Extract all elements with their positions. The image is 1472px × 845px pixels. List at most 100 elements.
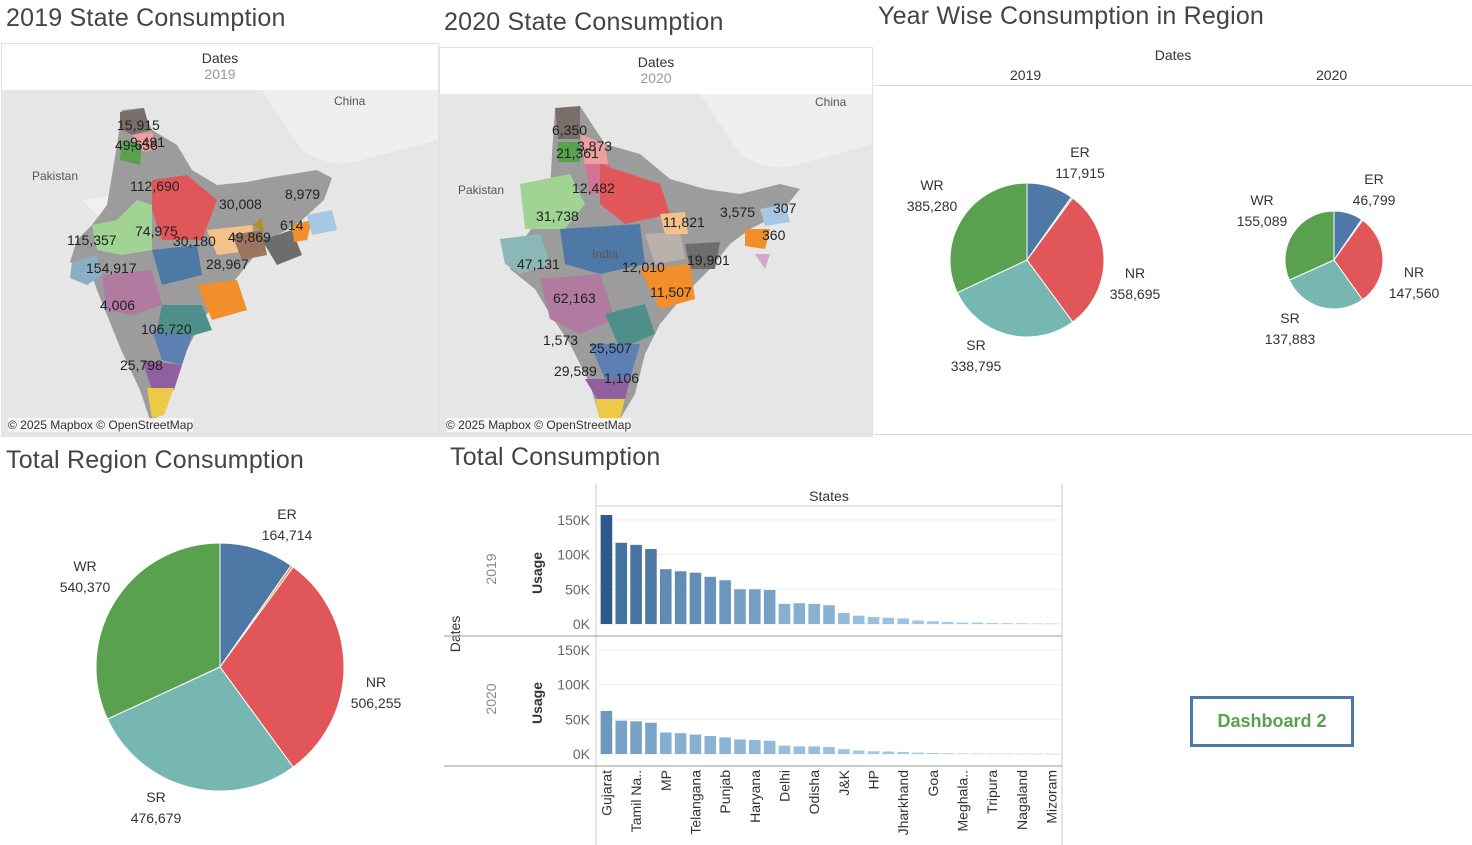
bar[interactable] [793, 746, 806, 754]
yearwise-pies[interactable]: ER 117,915 NR 358,695 SR 338,795 WR 385,280 ER 46… [874, 90, 1472, 435]
bar[interactable] [763, 740, 776, 754]
pie-label-value: 358,695 [1110, 286, 1161, 302]
map-value-label: 28,967 [206, 256, 249, 272]
map-value-label: 3,873 [577, 138, 613, 154]
pie-label-name: WR [1250, 192, 1273, 208]
bar[interactable] [852, 615, 865, 624]
pie-label-name: SR [966, 337, 985, 353]
y-axis-title: Usage [529, 682, 545, 724]
bar[interactable] [600, 515, 613, 624]
map-value-label: 1,573 [543, 332, 579, 348]
bar[interactable] [808, 746, 820, 754]
bar[interactable] [674, 571, 687, 624]
bar[interactable] [778, 745, 791, 754]
bar[interactable] [615, 720, 628, 754]
bar[interactable] [927, 752, 939, 754]
pie-slice-wr[interactable] [95, 542, 221, 720]
bar[interactable] [1001, 623, 1013, 624]
bar[interactable] [778, 603, 791, 624]
bar[interactable] [704, 735, 717, 754]
pie-slice-wr[interactable] [1284, 210, 1335, 281]
pie-slice-nr[interactable] [219, 566, 345, 768]
bar[interactable] [882, 617, 895, 624]
bar[interactable] [645, 549, 657, 624]
bar[interactable] [852, 750, 865, 754]
bar[interactable] [1016, 753, 1028, 755]
bar[interactable] [971, 622, 984, 624]
india-label: India [592, 247, 619, 261]
bar[interactable] [823, 747, 835, 754]
bar[interactable] [956, 622, 969, 624]
bar[interactable] [1016, 623, 1028, 624]
bar[interactable] [1030, 753, 1043, 755]
bar[interactable] [630, 721, 642, 754]
bar[interactable] [689, 734, 702, 754]
map-attribution[interactable]: © 2025 Mapbox © OpenStreetMap [8, 418, 194, 432]
bar[interactable] [838, 749, 850, 754]
map-value-label: 12,482 [572, 180, 615, 196]
x-tick-label: Gujarat [598, 770, 614, 816]
bar[interactable] [749, 740, 761, 754]
bar[interactable] [749, 589, 761, 624]
bar[interactable] [734, 739, 746, 754]
map-value-label: 12,010 [622, 259, 665, 275]
bar[interactable] [600, 710, 613, 754]
map-2019-panel[interactable]: Dates 2019 China Pakistan 15,915 9,491 4… [1, 43, 439, 437]
bar[interactable] [808, 603, 820, 624]
bar[interactable] [927, 621, 939, 624]
bar[interactable] [912, 620, 924, 624]
bar[interactable] [867, 617, 880, 624]
total-region-pie[interactable]: ER 164,714 NR 506,255 SR 476,679 WR 540,370 [0, 480, 440, 845]
bar[interactable] [1045, 753, 1058, 755]
bar[interactable] [1030, 623, 1043, 624]
pie-slice-nr[interactable] [1026, 197, 1105, 323]
bar[interactable] [1001, 753, 1013, 755]
bar[interactable] [674, 733, 687, 754]
bar[interactable] [897, 618, 909, 624]
bar[interactable] [912, 752, 924, 754]
yearwise-title: Year Wise Consumption in Region [878, 2, 1265, 30]
bar[interactable] [971, 753, 984, 755]
bar[interactable] [838, 612, 850, 624]
bar[interactable] [645, 722, 657, 754]
bar[interactable] [986, 622, 999, 624]
y-tick-label: 0K [573, 616, 591, 632]
bar[interactable] [1045, 623, 1058, 625]
bar[interactable] [986, 753, 999, 755]
bar[interactable] [882, 751, 895, 754]
map-2020-panel[interactable]: Dates 2020 China Pakistan India 6,350 3,… [439, 47, 873, 437]
bar[interactable] [941, 753, 954, 754]
map-value-label: 49,869 [228, 229, 271, 245]
bar[interactable] [793, 603, 806, 624]
bar[interactable] [941, 621, 954, 624]
bar[interactable] [719, 580, 731, 624]
map-value-label: 30,180 [173, 233, 216, 249]
pie-slice-wr[interactable] [949, 182, 1028, 294]
pie-slice-er[interactable] [219, 542, 292, 669]
bar[interactable] [704, 576, 717, 624]
bar[interactable] [630, 544, 642, 624]
pie-label-value: 338,795 [951, 358, 1002, 374]
bar[interactable] [823, 605, 835, 624]
dashboard-2-button[interactable]: Dashboard 2 [1190, 696, 1354, 747]
bar[interactable] [956, 753, 969, 754]
map-year-label: 2019 [204, 66, 236, 82]
bar[interactable] [689, 572, 702, 624]
pie-slice-nr[interactable] [1333, 219, 1384, 301]
bar[interactable] [615, 542, 628, 624]
bar[interactable] [763, 589, 776, 624]
bar[interactable] [659, 732, 672, 754]
total-consumption-title: Total Consumption [450, 443, 661, 471]
map-value-label: 106,720 [141, 321, 192, 337]
map-attribution[interactable]: © 2025 Mapbox © OpenStreetMap [446, 418, 632, 432]
total-consumption-bar-chart[interactable]: States Dates 150K 100K 50K 0K Usage 2019 150K 100… [444, 484, 1064, 845]
pie-label-value: 155,089 [1237, 213, 1288, 229]
bar[interactable] [719, 737, 731, 754]
y-tick-label: 50K [565, 581, 591, 597]
bar[interactable] [897, 751, 909, 754]
yearwise-col-2019: 2019 [1010, 67, 1042, 83]
pie-label-name: WR [920, 177, 943, 193]
bar[interactable] [867, 751, 880, 754]
bar[interactable] [734, 589, 746, 624]
bar[interactable] [659, 569, 672, 624]
